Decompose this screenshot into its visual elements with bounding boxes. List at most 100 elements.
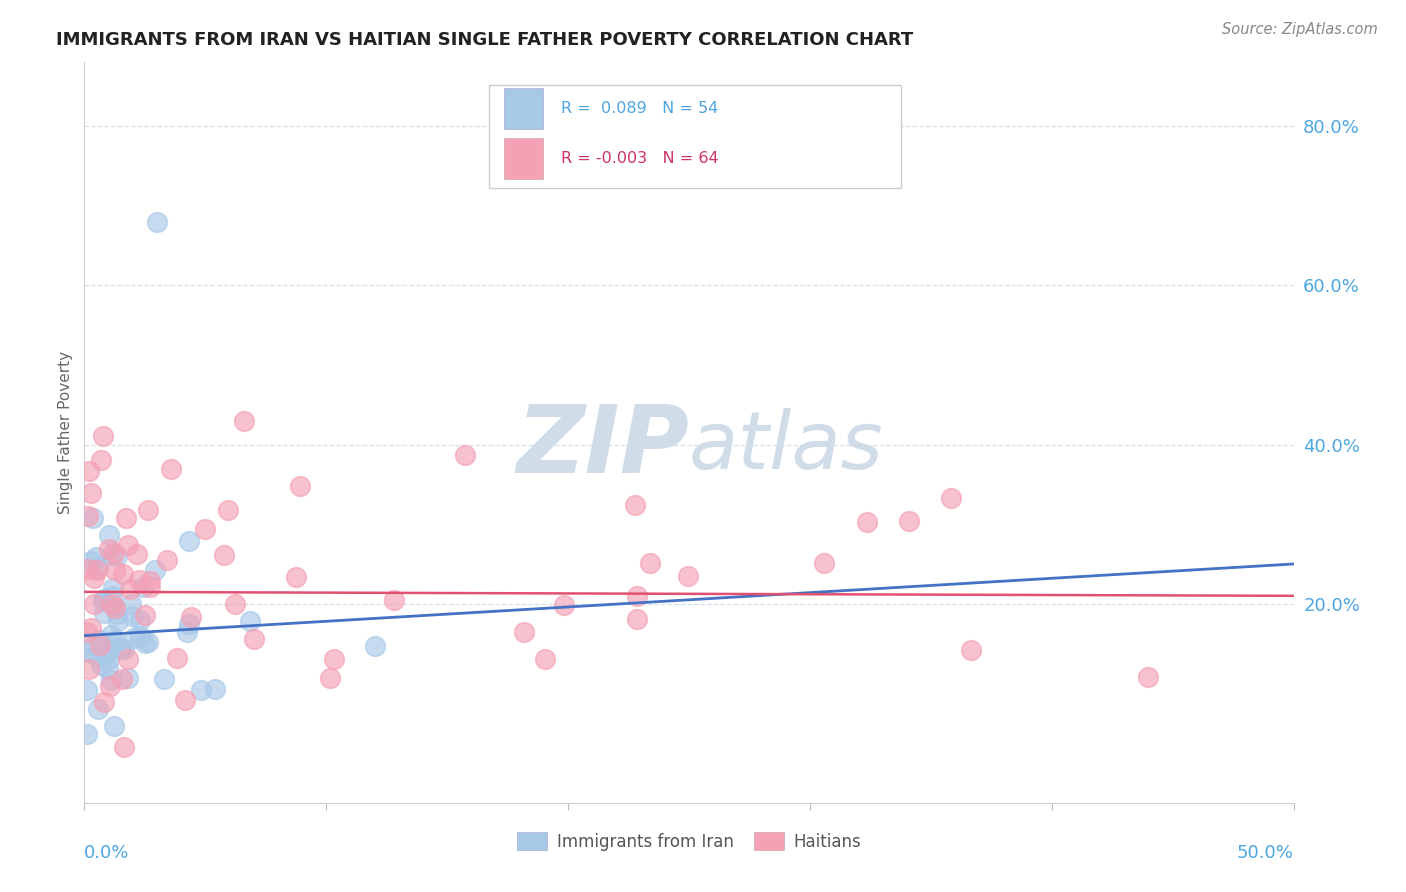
Point xyxy=(98,528,121,542)
Point xyxy=(101,589,124,603)
Point xyxy=(91,592,114,607)
Point xyxy=(100,628,122,642)
Point xyxy=(174,693,197,707)
Text: Source: ZipAtlas.com: Source: ZipAtlas.com xyxy=(1222,22,1378,37)
Point xyxy=(513,625,536,640)
Point xyxy=(111,672,134,686)
Point xyxy=(160,462,183,476)
Point xyxy=(117,538,139,552)
Point xyxy=(122,631,145,645)
Point xyxy=(93,593,115,607)
Point xyxy=(120,582,142,596)
Point xyxy=(284,569,307,583)
Point xyxy=(152,672,174,686)
Point xyxy=(84,550,107,565)
Point xyxy=(117,671,139,685)
Point xyxy=(110,642,132,657)
Point xyxy=(100,673,122,687)
Point xyxy=(79,662,101,676)
Point xyxy=(128,573,150,587)
Point xyxy=(87,560,110,574)
Point xyxy=(534,652,557,666)
Point xyxy=(89,632,111,647)
Point xyxy=(93,592,115,607)
Point xyxy=(177,534,200,549)
Point xyxy=(138,574,160,589)
Point xyxy=(105,549,128,563)
Point xyxy=(97,651,120,665)
Point xyxy=(100,548,122,562)
Point xyxy=(217,502,239,516)
Point xyxy=(180,610,202,624)
Point xyxy=(132,580,155,594)
Point xyxy=(83,597,105,611)
Point xyxy=(128,629,150,643)
Point xyxy=(77,509,100,524)
Point xyxy=(243,632,266,647)
Point xyxy=(83,571,105,585)
Legend: Immigrants from Iran, Haitians: Immigrants from Iran, Haitians xyxy=(510,825,868,857)
Point xyxy=(97,541,120,556)
Point xyxy=(105,607,128,622)
Point xyxy=(90,658,112,673)
Point xyxy=(112,641,135,656)
Point xyxy=(626,589,648,603)
Point xyxy=(156,553,179,567)
Point xyxy=(454,448,477,462)
Point xyxy=(813,556,835,570)
Point xyxy=(79,554,101,568)
Text: ZIP: ZIP xyxy=(516,401,689,493)
Point xyxy=(856,515,879,529)
Point xyxy=(134,607,156,622)
Point xyxy=(103,719,125,733)
Point xyxy=(103,546,125,560)
Text: R = -0.003   N = 64: R = -0.003 N = 64 xyxy=(561,151,718,166)
Point xyxy=(76,625,98,640)
Point xyxy=(86,563,108,577)
Point xyxy=(678,568,700,582)
Point xyxy=(177,616,200,631)
Point xyxy=(112,740,135,755)
Point xyxy=(80,486,103,500)
Point xyxy=(139,580,162,594)
Point xyxy=(136,503,159,517)
Text: atlas: atlas xyxy=(689,409,884,486)
Text: 50.0%: 50.0% xyxy=(1237,844,1294,862)
Point xyxy=(623,498,645,512)
Point xyxy=(176,625,198,640)
Point xyxy=(107,614,129,628)
Point xyxy=(553,599,575,613)
Point xyxy=(382,592,405,607)
Y-axis label: Single Father Poverty: Single Father Poverty xyxy=(58,351,73,514)
FancyBboxPatch shape xyxy=(503,138,543,179)
Point xyxy=(129,613,152,627)
Point xyxy=(166,651,188,665)
Point xyxy=(90,453,112,467)
Point xyxy=(83,648,105,662)
Point xyxy=(77,464,100,478)
Point xyxy=(626,612,648,626)
Point xyxy=(76,727,98,741)
Point xyxy=(104,633,127,648)
Point xyxy=(76,644,98,658)
Point xyxy=(103,600,125,615)
Point xyxy=(288,479,311,493)
Point xyxy=(960,643,983,657)
Point xyxy=(87,702,110,716)
Text: R =  0.089   N = 54: R = 0.089 N = 54 xyxy=(561,101,718,116)
Point xyxy=(80,621,103,635)
Point xyxy=(190,683,212,698)
Point xyxy=(93,696,115,710)
Point xyxy=(91,429,114,443)
Point xyxy=(115,510,138,524)
Text: IMMIGRANTS FROM IRAN VS HAITIAN SINGLE FATHER POVERTY CORRELATION CHART: IMMIGRANTS FROM IRAN VS HAITIAN SINGLE F… xyxy=(56,31,914,49)
Point xyxy=(98,679,121,693)
Point xyxy=(100,597,122,611)
Point xyxy=(101,581,124,595)
Point xyxy=(363,639,385,653)
Point xyxy=(120,598,142,612)
Point xyxy=(146,214,169,228)
Point xyxy=(82,511,104,525)
Point xyxy=(136,635,159,649)
Point xyxy=(134,636,156,650)
